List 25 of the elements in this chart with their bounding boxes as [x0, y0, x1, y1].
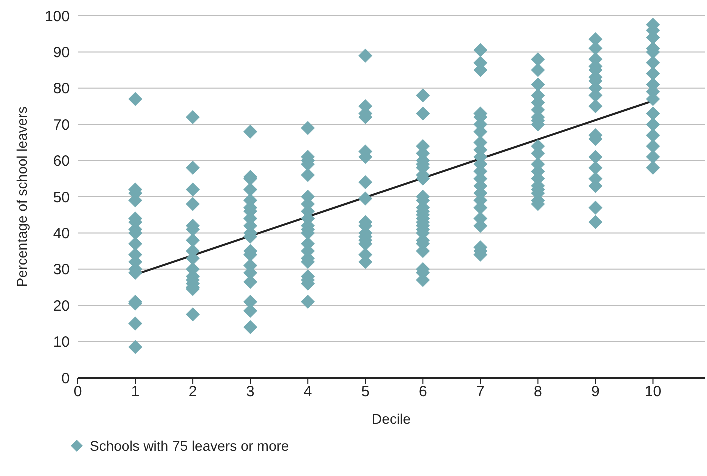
y-tick-label: 50 — [53, 189, 70, 206]
x-tick-label: 2 — [188, 384, 198, 401]
x-tick-label: 8 — [534, 384, 542, 401]
x-tick-label: 9 — [592, 384, 600, 401]
y-tick-label: 70 — [53, 116, 70, 134]
x-tick-label: 4 — [304, 384, 312, 401]
y-tick-label: 0 — [62, 370, 70, 388]
x-tick-label: 7 — [476, 384, 485, 401]
x-tick-label: 10 — [644, 384, 662, 401]
y-axis-title: Percentage of school leavers — [14, 106, 30, 288]
y-tick-label: 20 — [53, 298, 70, 315]
y-tick-label: 60 — [53, 153, 70, 170]
x-tick-label: 3 — [246, 384, 255, 401]
x-tick-label: 5 — [361, 384, 370, 401]
y-tick-label: 80 — [53, 80, 70, 98]
legend-label: Schools with 75 leavers or more — [90, 438, 290, 454]
y-tick-label: 40 — [53, 226, 70, 243]
y-tick-label: 10 — [53, 334, 70, 352]
x-tick-label: 6 — [418, 384, 428, 401]
x-axis-title: Decile — [372, 411, 412, 427]
x-tick-label: 1 — [131, 384, 140, 401]
y-tick-label: 90 — [53, 44, 70, 62]
y-tick-label: 30 — [53, 262, 70, 279]
x-tick-label: 0 — [74, 384, 82, 401]
y-tick-label: 100 — [44, 8, 70, 26]
